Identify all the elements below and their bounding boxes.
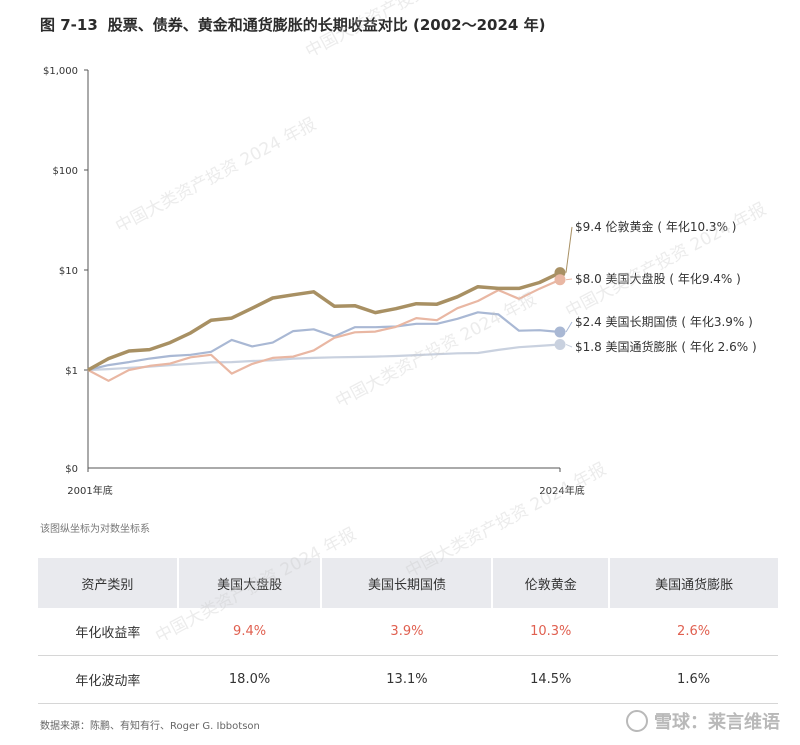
y-tick-label: $1 xyxy=(65,366,78,377)
table-header-cell: 美国长期国债 xyxy=(320,558,493,608)
end-label-leader xyxy=(565,226,573,273)
figure-number: 图 7-13 xyxy=(40,16,98,34)
title-text: 股票、债券、黄金和通货膨胀的长期收益对比 (2002～2024 年) xyxy=(107,16,546,34)
table-cell: 1.6% xyxy=(609,655,778,704)
series-line xyxy=(87,311,561,372)
series-end-point xyxy=(554,326,566,338)
series-end-point xyxy=(554,338,566,350)
series-line xyxy=(87,343,561,372)
series-end-label: $8.0 美国大盘股 ( 年化9.4% ) xyxy=(575,271,741,286)
table-row: 年化波动率 18.0% 13.1% 14.5% 1.6% xyxy=(38,655,778,704)
series-end-label: $2.4 美国长期国债 ( 年化3.9% ) xyxy=(575,315,753,329)
snowball-icon xyxy=(626,710,648,732)
table-header-cell: 美国大盘股 xyxy=(176,558,322,608)
table-cell: 18.0% xyxy=(177,655,322,704)
line-chart: $1,000 $100 $10 $1 $0 2001年底 2024年底 $9.4 伦敦黄金 … xyxy=(43,66,757,497)
y-tick-label: $1,000 xyxy=(43,66,78,77)
row-label: 年化波动率 xyxy=(38,655,178,704)
table-cell: 13.1% xyxy=(321,655,493,704)
table-header-cell: 资产类别 xyxy=(38,558,178,608)
end-label-leader xyxy=(565,278,573,281)
brand-text: 雪球：莱言维语 xyxy=(654,712,780,733)
series-line xyxy=(87,278,561,382)
series-end-label: $9.4 伦敦黄金 ( 年化10.3% ) xyxy=(575,219,736,234)
table-cell: 2.6% xyxy=(609,608,778,656)
chart-note: 该图纵坐标为对数坐标系 xyxy=(40,524,150,535)
x-tick-label: 2024年底 xyxy=(539,484,584,497)
table-cell: 10.3% xyxy=(492,608,610,656)
end-label-leader xyxy=(565,344,573,348)
row-label: 年化收益率 xyxy=(38,608,178,656)
table-cell: 14.5% xyxy=(492,655,610,704)
table-header-cell: 伦敦黄金 xyxy=(491,558,610,608)
end-label-leader xyxy=(565,321,573,333)
x-tick-label: 2001年底 xyxy=(67,484,112,497)
y-tick-label: $100 xyxy=(53,166,78,177)
table-cell: 9.4% xyxy=(177,608,322,656)
series-end-point xyxy=(554,274,566,286)
brand-logo: 雪球：莱言维语 xyxy=(626,708,780,734)
series-end-label: $1.8 美国通货膨胀 ( 年化 2.6% ) xyxy=(575,339,757,354)
table-header-row: 资产类别 美国大盘股 美国长期国债 伦敦黄金 美国通货膨胀 xyxy=(38,558,778,608)
y-tick-label: $10 xyxy=(59,266,78,277)
source-note: 数据来源：陈鹏、有知有行、Roger G. Ibbotson xyxy=(40,721,260,732)
series-line xyxy=(87,271,561,372)
y-tick-label: $0 xyxy=(65,464,78,475)
summary-table: 资产类别 美国大盘股 美国长期国债 伦敦黄金 美国通货膨胀 年化收益率 9.4%… xyxy=(38,558,778,704)
table-row: 年化收益率 9.4% 3.9% 10.3% 2.6% xyxy=(38,608,778,656)
table-cell: 3.9% xyxy=(321,608,493,656)
chart-title: 图 7-13 股票、债券、黄金和通货膨胀的长期收益对比 (2002～2024 年) xyxy=(40,14,545,35)
table-header-cell: 美国通货膨胀 xyxy=(608,558,778,608)
